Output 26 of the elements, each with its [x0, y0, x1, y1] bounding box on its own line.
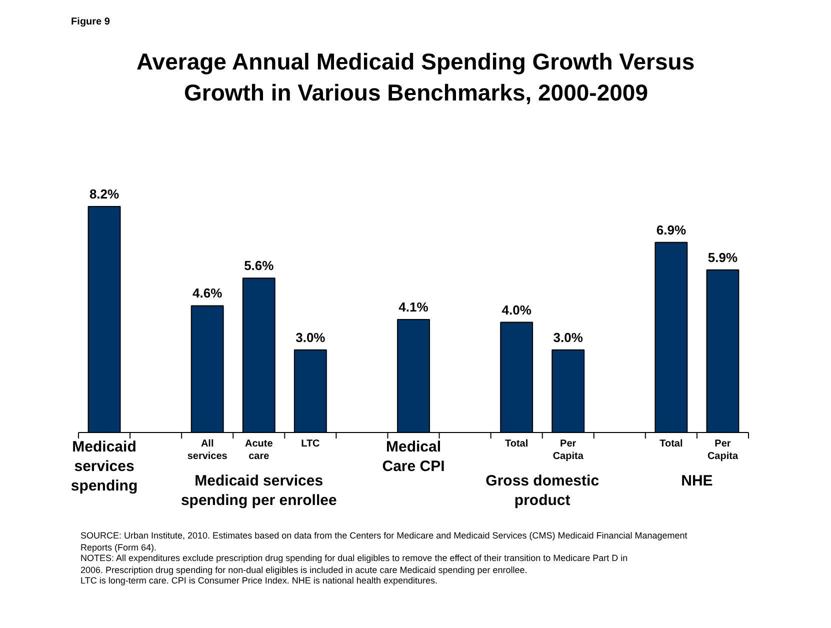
text: Medicaid services spending per enrollee: [180, 472, 337, 510]
x-tick-label: Medicaid services spending: [70, 438, 138, 495]
text: Gross domestic product: [486, 472, 600, 510]
x-tick-label: Acute care: [244, 438, 274, 462]
data-label: 4.0%: [502, 302, 532, 318]
data-label: 3.0%: [296, 330, 326, 345]
x-tick-label: LTC: [301, 438, 320, 450]
text: NOTES: All expenditures exclude prescription drug spending for dual eligibles to remove the effect of their transition to Medicare Part D in 2006. Prescription drug spending for non-dual eligibles is included in acute care Medicaid spending per enrollee.: [80, 552, 628, 575]
chart-subtitle: Figure 9: [71, 16, 110, 28]
x-tick-label: Total: [660, 438, 683, 450]
x-tick-label: Per Capita: [552, 438, 584, 462]
source-note: SOURCE: Urban Institute, 2010. Estimates based on data from the Centers for Medicare and Medicaid Services (CMS) Medicaid Financial Management Reports (Form 64).: [80, 530, 688, 552]
data-label: 5.9%: [708, 250, 738, 265]
x-tick-label: Medical Care CPI: [382, 438, 445, 476]
data-label: 4.1%: [398, 300, 429, 314]
x-tick-label: Per Capita: [707, 438, 738, 462]
x-tick-label: Total: [505, 438, 528, 450]
text: LTC is long-term care. CPI is Consumer Price Index. NHE is national health expenditures.: [80, 575, 438, 586]
data-label: 5.6%: [244, 258, 274, 274]
data-label: 4.6%: [192, 286, 223, 301]
data-label: 3.0%: [553, 330, 584, 345]
data-label: 8.2%: [89, 186, 120, 202]
text: NHE: [681, 472, 713, 490]
x-tick-label: All services: [187, 438, 228, 462]
chart-title: Average Annual Medicaid Spending Growth Versus Growth in Various Benchmarks, 2000-2009: [136, 48, 695, 106]
data-label: 6.9%: [656, 222, 686, 238]
